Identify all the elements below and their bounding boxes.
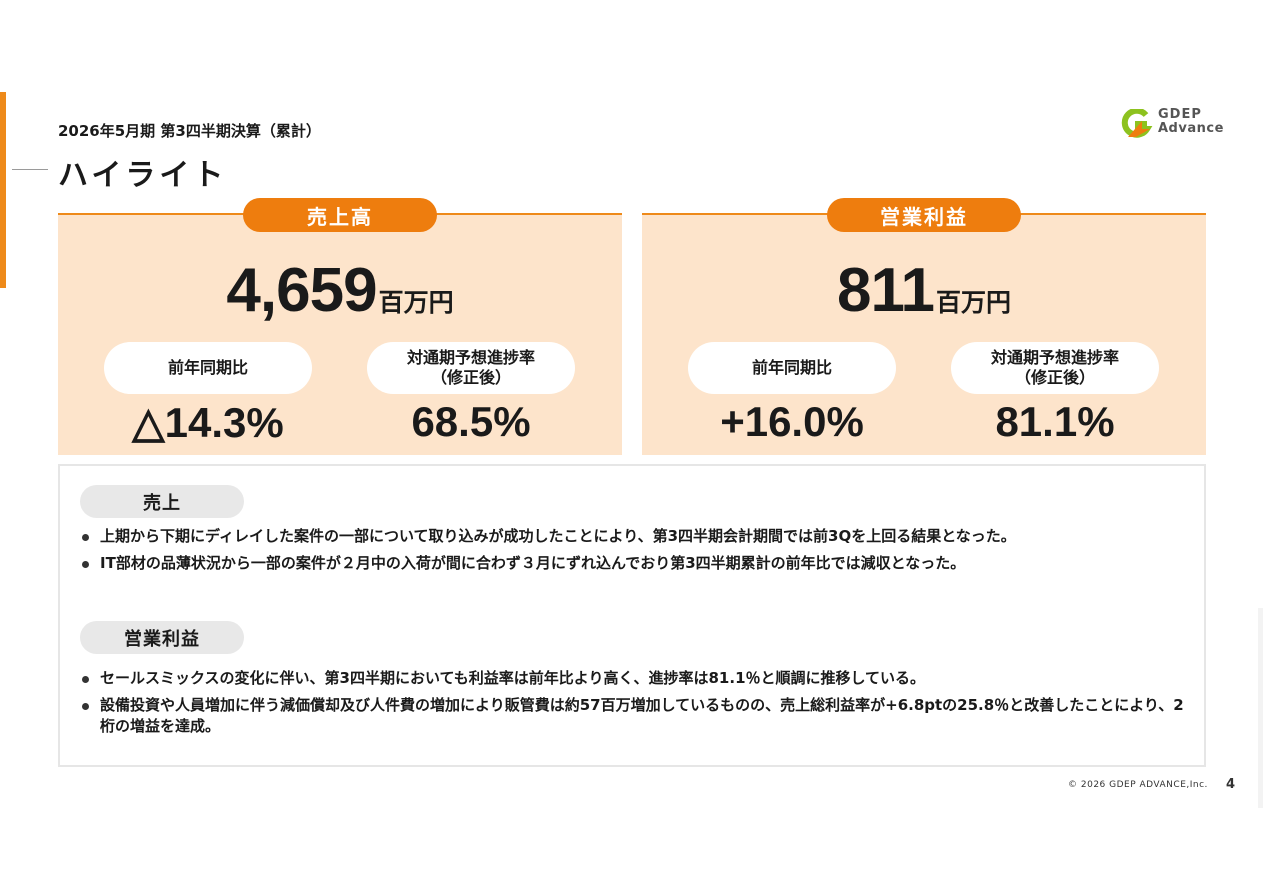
sales-value: 4,659 — [226, 256, 377, 325]
sales-bullet-list: 上期から下期にディレイした案件の一部について取り込みが成功したことにより、第3四… — [80, 526, 1190, 580]
list-item: セールスミックスの変化に伴い、第3四半期においても利益率は前年比より高く、進捗率… — [80, 668, 1190, 689]
sales-section-label: 売上 — [80, 485, 244, 518]
operating-profit-bullet-list: セールスミックスの変化に伴い、第3四半期においても利益率は前年比より高く、進捗率… — [80, 668, 1190, 743]
logo-text-line2: Advance — [1158, 121, 1224, 136]
sales-yoy-label-text: 前年同期比 — [167, 358, 248, 377]
operating-profit-progress-label-line2: （修正後） — [1014, 368, 1095, 387]
sales-panel: 売上高 4,659百万円 前年同期比 対通期予想進捗率 （修正後） △14.3%… — [58, 198, 622, 455]
logo-text-line1: GDEP — [1158, 107, 1202, 122]
sales-progress-value: 68.5% — [411, 398, 531, 445]
sales-progress-label-line1: 対通期予想進捗率 — [406, 348, 535, 367]
sales-progress-label-line2: （修正後） — [430, 368, 511, 387]
sales-tag: 売上高 — [243, 198, 437, 232]
operating-profit-yoy-label-text: 前年同期比 — [751, 358, 832, 377]
operating-profit-yoy-label: 前年同期比 — [688, 342, 896, 394]
title-rule — [12, 169, 48, 170]
sales-amount: 4,659百万円 — [58, 255, 622, 326]
copyright: © 2026 GDEP ADVANCE,Inc. — [1068, 780, 1208, 790]
left-accent-bar — [0, 92, 6, 288]
page-subtitle: 2026年5月期 第3四半期決算（累計） — [58, 122, 321, 140]
page-number: 4 — [1226, 777, 1236, 792]
operating-profit-yoy-value: +16.0% — [720, 398, 864, 445]
operating-profit-unit: 百万円 — [936, 288, 1012, 317]
list-item: 上期から下期にディレイした案件の一部について取り込みが成功したことにより、第3四… — [80, 526, 1190, 547]
operating-profit-amount: 811百万円 — [642, 255, 1206, 326]
page-title: ハイライト — [58, 158, 228, 193]
sales-unit: 百万円 — [378, 288, 454, 317]
list-item: IT部材の品薄状況から一部の案件が２月中の入荷が間に合わず３月にずれ込んでおり第… — [80, 553, 1190, 574]
commentary-box: 売上 上期から下期にディレイした案件の一部について取り込みが成功したことにより、… — [58, 464, 1206, 767]
logo-mark-icon — [1121, 109, 1153, 138]
operating-profit-tag: 営業利益 — [827, 198, 1021, 232]
sales-yoy-label: 前年同期比 — [104, 342, 312, 394]
operating-profit-progress-value: 81.1% — [995, 398, 1115, 445]
operating-profit-progress-label: 対通期予想進捗率 （修正後） — [951, 342, 1159, 394]
operating-profit-progress-label-line1: 対通期予想進捗率 — [990, 348, 1119, 367]
company-logo: GDEP Advance — [1120, 108, 1242, 138]
operating-profit-value: 811 — [836, 256, 935, 325]
list-item: 設備投資や人員増加に伴う減価償却及び人件費の増加により販管費は約57百万増加して… — [80, 695, 1190, 737]
operating-profit-section-label: 営業利益 — [80, 621, 244, 654]
sales-progress-label: 対通期予想進捗率 （修正後） — [367, 342, 575, 394]
sales-yoy-value: △14.3% — [132, 399, 284, 446]
right-edge-decoration — [1258, 608, 1263, 808]
operating-profit-panel: 営業利益 811百万円 前年同期比 対通期予想進捗率 （修正後） +16.0% … — [642, 198, 1206, 455]
